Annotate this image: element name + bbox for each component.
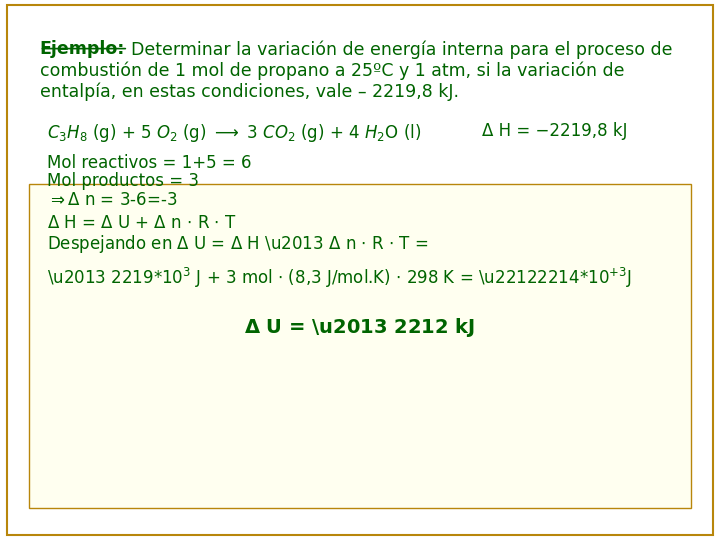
Text: Determinar la variación de energía interna para el proceso de: Determinar la variación de energía inter… bbox=[131, 40, 672, 59]
Text: $\Delta$ H = $\Delta$ U + $\Delta$ n $\cdot$ R $\cdot$ T: $\Delta$ H = $\Delta$ U + $\Delta$ n $\c… bbox=[47, 214, 236, 232]
Text: Δ H = −2219,8 kJ: Δ H = −2219,8 kJ bbox=[482, 122, 628, 139]
Text: entalpía, en estas condiciones, vale – 2219,8 kJ.: entalpía, en estas condiciones, vale – 2… bbox=[40, 83, 459, 101]
Text: $C_3H_8$ (g) + 5 $O_2$ (g) $\longrightarrow$ 3 $CO_2$ (g) + 4 $H_2$O (l): $C_3H_8$ (g) + 5 $O_2$ (g) $\longrightar… bbox=[47, 122, 421, 144]
Text: \u2013 2219*10$^3$ J + 3 mol $\cdot$ (8,3 J/mol.K) $\cdot$ 298 K = \u22122214*10: \u2013 2219*10$^3$ J + 3 mol $\cdot$ (8,… bbox=[47, 266, 631, 290]
Text: Ejemplo:: Ejemplo: bbox=[40, 40, 125, 58]
Text: $\Rightarrow\Delta$ n = 3-6=-3: $\Rightarrow\Delta$ n = 3-6=-3 bbox=[47, 191, 177, 208]
Text: Mol productos = 3: Mol productos = 3 bbox=[47, 172, 199, 190]
FancyBboxPatch shape bbox=[29, 184, 691, 508]
Text: Despejando en $\Delta$ U = $\Delta$ H \u2013 $\Delta$ n $\cdot$ R $\cdot$ T =: Despejando en $\Delta$ U = $\Delta$ H \u… bbox=[47, 233, 428, 255]
Text: $\bf{\Delta}$ U = \u2013 2212 kJ: $\bf{\Delta}$ U = \u2013 2212 kJ bbox=[245, 316, 475, 339]
Text: combustión de 1 mol de propano a 25ºC y 1 atm, si la variación de: combustión de 1 mol de propano a 25ºC y … bbox=[40, 62, 624, 80]
FancyBboxPatch shape bbox=[7, 5, 713, 535]
Text: Mol reactivos = 1+5 = 6: Mol reactivos = 1+5 = 6 bbox=[47, 154, 251, 172]
